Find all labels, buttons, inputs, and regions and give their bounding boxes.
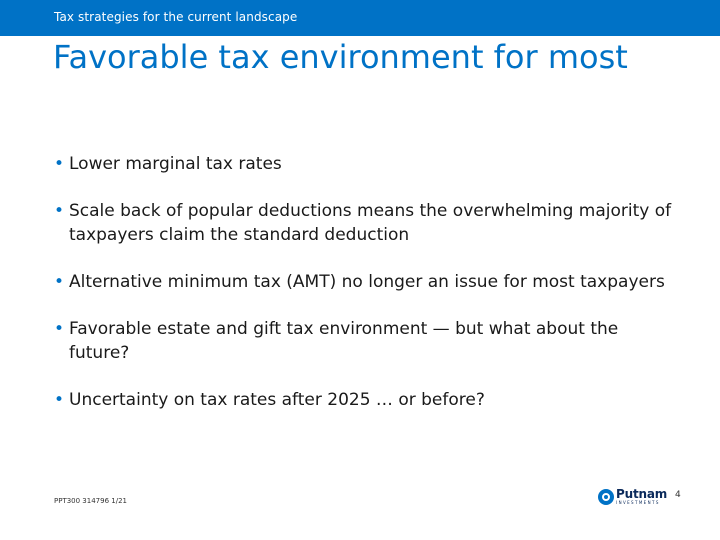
logo-word: Putnam (616, 487, 668, 501)
banner-text: Tax strategies for the current landscape (54, 10, 298, 24)
slide-title: Favorable tax environment for most (53, 38, 628, 76)
page-number: 4 (675, 490, 681, 500)
footer-code: PPT300 314796 1/21 (54, 497, 127, 505)
logo-subtext: INVESTMENTS (616, 500, 660, 505)
bullet-item: Favorable estate and gift tax environmen… (54, 317, 674, 365)
logo-text-group: Putnam INVESTMENTS (616, 488, 667, 505)
header-banner: Tax strategies for the current landscape (0, 0, 720, 36)
bullet-item: Scale back of popular deductions means t… (54, 199, 674, 247)
putnam-logo: Putnam INVESTMENTS (598, 488, 667, 505)
bullet-list: Lower marginal tax rates Scale back of p… (54, 152, 674, 435)
bullet-item: Alternative minimum tax (AMT) no longer … (54, 270, 674, 294)
bullet-item: Lower marginal tax rates (54, 152, 674, 176)
bullet-item: Uncertainty on tax rates after 2025 … or… (54, 388, 674, 412)
putnam-logo-icon (598, 488, 614, 505)
